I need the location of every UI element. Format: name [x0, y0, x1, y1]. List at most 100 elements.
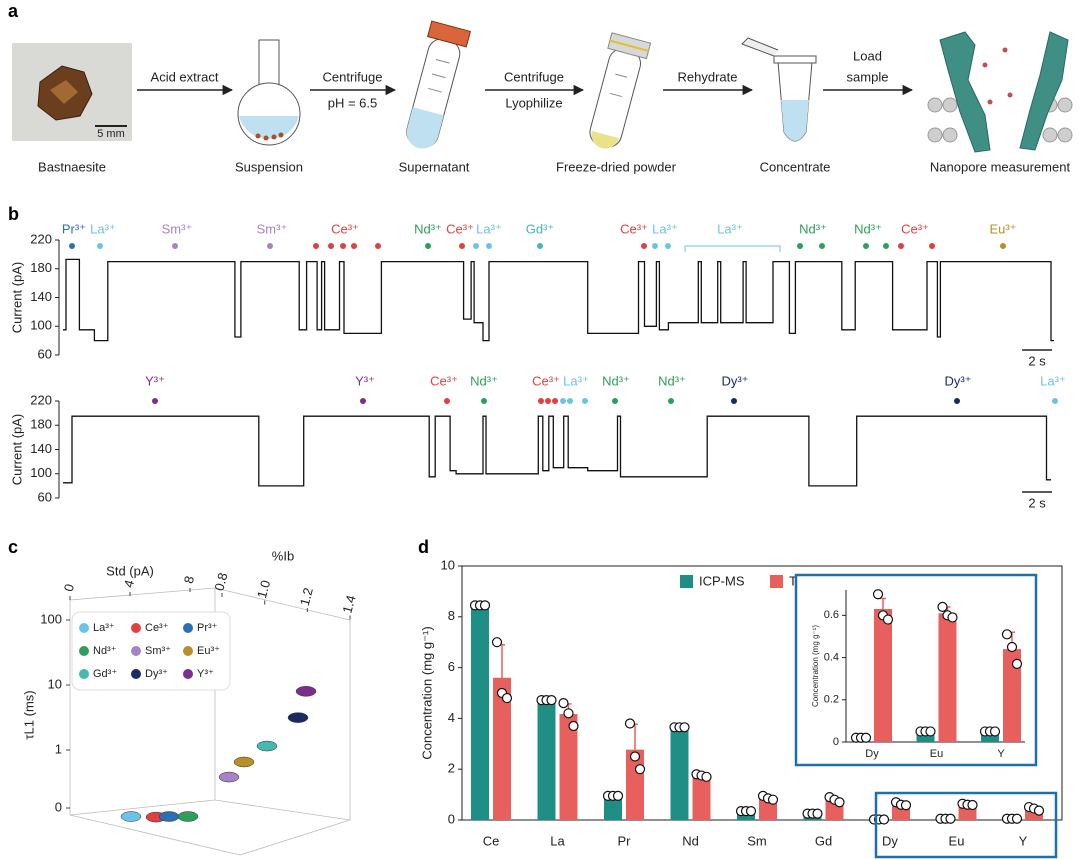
- replicate-point: [634, 764, 646, 775]
- z-tick-label: 100: [40, 611, 62, 626]
- panel-letter: d: [418, 537, 429, 557]
- z-tick-label: 10: [48, 676, 62, 691]
- x-tick-label: Nd: [682, 833, 699, 848]
- legend-swatch: [183, 669, 193, 679]
- event-dot: [819, 243, 825, 249]
- replicate-point: [1001, 629, 1013, 640]
- bar: [1025, 808, 1043, 820]
- ion-label: Ce³⁺: [532, 373, 560, 388]
- axis-box: [69, 799, 216, 816]
- y-tick-label: 220: [30, 231, 52, 246]
- ion-label: Nd³⁺: [658, 373, 686, 388]
- replicate-point: [629, 751, 641, 762]
- y-tick-label: 60: [38, 346, 52, 361]
- axis-box: [214, 587, 351, 621]
- ion-label: Gd³⁺: [526, 221, 555, 236]
- ion-label: Eu³⁺: [989, 221, 1016, 236]
- x-tick-label: 8: [181, 574, 197, 585]
- event-dot: [97, 243, 103, 249]
- ion-label: Dy³⁺: [944, 373, 971, 388]
- ion-label: La³⁺: [652, 221, 678, 236]
- replicate-point: [745, 806, 757, 817]
- arrow-label: Centrifuge: [504, 69, 564, 84]
- cluster-point: [158, 811, 180, 822]
- legend-swatch: [131, 646, 141, 656]
- event-dot: [328, 243, 334, 249]
- x-tick-label: 4: [121, 578, 137, 589]
- x-tick-label: 0: [61, 582, 77, 593]
- event-dot: [731, 398, 737, 404]
- x-tick-label: Eu: [930, 748, 943, 760]
- nanopore: [927, 31, 1073, 153]
- event-dot: [172, 243, 178, 249]
- ion-label: Ce³⁺: [901, 221, 929, 236]
- cluster-point: [295, 686, 317, 697]
- axis-box: [69, 814, 241, 856]
- legend-swatch: [770, 575, 783, 588]
- event-dot: [481, 398, 487, 404]
- legend-label: Nd³⁺: [93, 645, 117, 657]
- x-tick-label: Y: [997, 748, 1005, 760]
- event-dot: [797, 243, 803, 249]
- event-dot: [69, 243, 75, 249]
- legend-swatch: [183, 623, 193, 633]
- bar: [1003, 649, 1021, 742]
- event-dot: [582, 398, 588, 404]
- event-dot: [444, 398, 450, 404]
- replicate-point: [878, 814, 890, 825]
- replicate-point: [937, 601, 948, 612]
- y-tick-label: 100: [30, 318, 52, 333]
- event-dot: [883, 243, 889, 249]
- y-tick-label: 180: [30, 260, 52, 275]
- x-tick-label: Pr: [618, 833, 632, 848]
- event-dot: [473, 243, 479, 249]
- ion-label: Nd³⁺: [854, 221, 882, 236]
- step-label: Nanopore measurement: [930, 159, 1071, 174]
- z-tick-label: 1: [55, 741, 62, 756]
- y-tick-label: 1.2: [297, 586, 316, 607]
- cluster-point: [256, 740, 278, 752]
- x-tick-label: Sm: [747, 833, 767, 848]
- illustrations: [12, 20, 1073, 153]
- legend-label: Ce³⁺: [145, 622, 169, 634]
- event-dot: [375, 243, 381, 249]
- event-dot: [1052, 398, 1058, 404]
- bar: [981, 731, 999, 742]
- event-dot: [863, 243, 869, 249]
- event-dot: [954, 398, 960, 404]
- y-tick-label: 140: [30, 441, 52, 456]
- replicate-point: [1011, 813, 1023, 824]
- axis-box: [239, 819, 351, 856]
- event-dot: [486, 243, 492, 249]
- replicate-point: [1033, 805, 1045, 816]
- x-tick-label: Ce: [483, 833, 500, 848]
- ion-label: La³⁺: [90, 221, 116, 236]
- y-tick-label: 180: [30, 417, 52, 432]
- bar: [471, 605, 489, 820]
- cluster-point: [120, 811, 142, 822]
- legend-swatch: [183, 646, 193, 656]
- axis-box: [214, 799, 351, 821]
- scale-bar-label: 2 s: [1028, 353, 1046, 368]
- flask-liquid: [239, 116, 299, 140]
- bar: [916, 731, 935, 742]
- y-tick-label: 8: [448, 608, 455, 623]
- z-tick-label: 0: [55, 799, 62, 814]
- bar: [604, 795, 622, 820]
- ion-label: La³⁺: [476, 221, 502, 236]
- event-dot: [152, 398, 158, 404]
- legend-label: Y³⁺: [197, 668, 214, 680]
- scale-bar-label: 2 s: [1028, 495, 1046, 510]
- event-dot: [665, 243, 671, 249]
- ion-label: Dy³⁺: [721, 373, 748, 388]
- arrow-label: pH = 6.5: [328, 95, 378, 110]
- event-dot: [552, 398, 558, 404]
- event-dot: [560, 398, 566, 404]
- legend-label: Eu³⁺: [197, 645, 220, 657]
- panel-letter: b: [8, 204, 19, 224]
- x-tick-label: Gd: [815, 833, 832, 848]
- cluster-point: [177, 811, 199, 822]
- bar: [559, 714, 578, 820]
- replicate-point: [558, 698, 569, 709]
- replicate-point: [767, 794, 779, 805]
